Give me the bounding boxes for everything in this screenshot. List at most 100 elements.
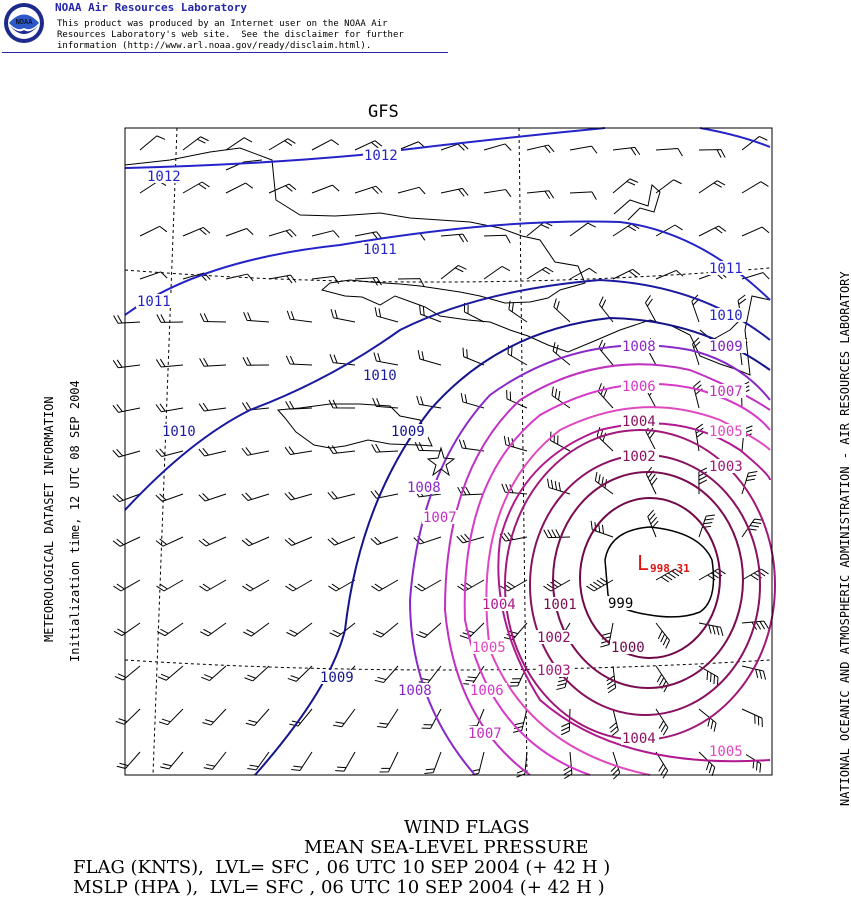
isobar-label-bg xyxy=(471,640,509,654)
wind-barb xyxy=(155,493,184,502)
wind-barb xyxy=(112,404,141,413)
wind-barb xyxy=(698,180,726,194)
wind-barb xyxy=(741,226,770,237)
wind-barb xyxy=(586,577,614,592)
isobar-label-bg xyxy=(161,424,199,438)
wind-barb xyxy=(241,401,270,411)
wind-barb xyxy=(553,298,571,323)
coastline xyxy=(124,147,771,449)
wind-barb xyxy=(327,491,356,500)
isobar-label-bg xyxy=(621,339,659,353)
wind-barb xyxy=(245,708,270,727)
isobar-label-bg xyxy=(362,242,400,256)
wind-barb xyxy=(417,350,442,366)
wind-barb xyxy=(285,355,313,366)
isobar-label-bg xyxy=(621,449,659,463)
isobar-label-bg xyxy=(319,670,357,684)
isobar-label: 1008 xyxy=(622,339,656,355)
wind-barb xyxy=(560,708,571,736)
isobar-label-bg xyxy=(621,731,659,745)
wind-barb xyxy=(241,447,270,456)
wind-barb xyxy=(291,751,313,771)
wind-barb xyxy=(563,751,573,780)
disclaimer-line: Resources Laboratory's web site. See the… xyxy=(57,30,404,40)
wind-barb xyxy=(114,665,141,681)
wind-barb xyxy=(594,471,614,495)
wind-barb xyxy=(741,518,764,538)
wind-barb xyxy=(698,149,726,158)
wind-barb xyxy=(506,389,528,409)
isobar-label-bg xyxy=(708,339,746,353)
isobar-label: 1005 xyxy=(709,424,743,440)
wind-barb xyxy=(556,665,571,691)
isobar-label: 1001 xyxy=(543,597,577,613)
wind-barb xyxy=(329,354,356,366)
isobar-label: 1003 xyxy=(709,459,743,475)
wind-barb xyxy=(198,493,227,502)
wind-barb xyxy=(550,431,571,452)
wind-barb xyxy=(242,579,270,592)
wind-barb xyxy=(600,622,614,648)
isobar-label: 1004 xyxy=(622,414,656,430)
wind-barb xyxy=(156,622,184,637)
wind-barb xyxy=(199,622,227,637)
wind-barb xyxy=(551,386,571,409)
wind-barb xyxy=(691,294,700,323)
wind-barb xyxy=(698,708,717,732)
wind-barb xyxy=(327,536,356,546)
wind-barb xyxy=(198,402,227,412)
wind-barb xyxy=(645,295,657,323)
wind-barb xyxy=(374,307,399,323)
wind-barb xyxy=(609,708,619,737)
wind-barb xyxy=(741,136,768,151)
wind-barb xyxy=(372,622,399,638)
wind-barb xyxy=(543,579,571,592)
footer-mslp-line: MSLP (HPA ), LVL= SFC , 06 UTC 10 SEP 20… xyxy=(73,877,605,898)
footer-subtitle: MEAN SEA-LEVEL PRESSURE xyxy=(304,837,589,858)
wind-barb xyxy=(155,358,184,368)
wind-barb xyxy=(698,568,726,581)
footer-title: WIND FLAGS xyxy=(404,817,530,838)
wind-barb xyxy=(284,446,313,455)
isobar-label: 1011 xyxy=(709,261,743,277)
wind-barb xyxy=(740,381,750,409)
isobar-label-bg xyxy=(422,510,460,524)
wind-barb xyxy=(612,146,641,156)
wind-barb xyxy=(112,448,141,458)
isobar-label-bg xyxy=(406,480,444,494)
wind-barb xyxy=(289,708,313,727)
wind-barb xyxy=(156,579,184,592)
wind-barb xyxy=(483,143,512,151)
wind-barb xyxy=(268,229,297,238)
wind-barb xyxy=(244,665,270,682)
wind-barb xyxy=(182,181,210,194)
wind-barb xyxy=(460,393,485,409)
wind-barb xyxy=(328,399,356,409)
wind-barb xyxy=(155,448,184,458)
wind-barb xyxy=(284,491,313,501)
wind-barb xyxy=(655,269,684,280)
wind-barb xyxy=(738,337,748,366)
wind-barb xyxy=(698,622,724,637)
wind-barb xyxy=(243,622,270,637)
wind-barbs-layer xyxy=(112,135,770,780)
wind-barb xyxy=(424,751,442,775)
noaa-logo: NOAA xyxy=(4,3,44,43)
wind-barb xyxy=(370,536,399,546)
model-name: GFS xyxy=(368,102,399,122)
wind-barb xyxy=(139,180,167,194)
wind-barb xyxy=(311,184,340,194)
isobar-label-bg xyxy=(607,596,636,610)
wind-barb xyxy=(499,532,528,542)
star-marker xyxy=(426,446,456,477)
isobar-label: 1004 xyxy=(482,597,516,613)
wind-barb xyxy=(741,665,767,680)
wind-barb xyxy=(113,622,141,637)
wind-barb xyxy=(456,533,485,544)
wind-barb xyxy=(647,509,659,538)
wind-barb xyxy=(241,492,270,502)
wind-barb xyxy=(508,665,528,687)
isobar-label-bg xyxy=(708,424,746,438)
wind-barb xyxy=(466,708,485,731)
wind-barb xyxy=(655,568,683,583)
